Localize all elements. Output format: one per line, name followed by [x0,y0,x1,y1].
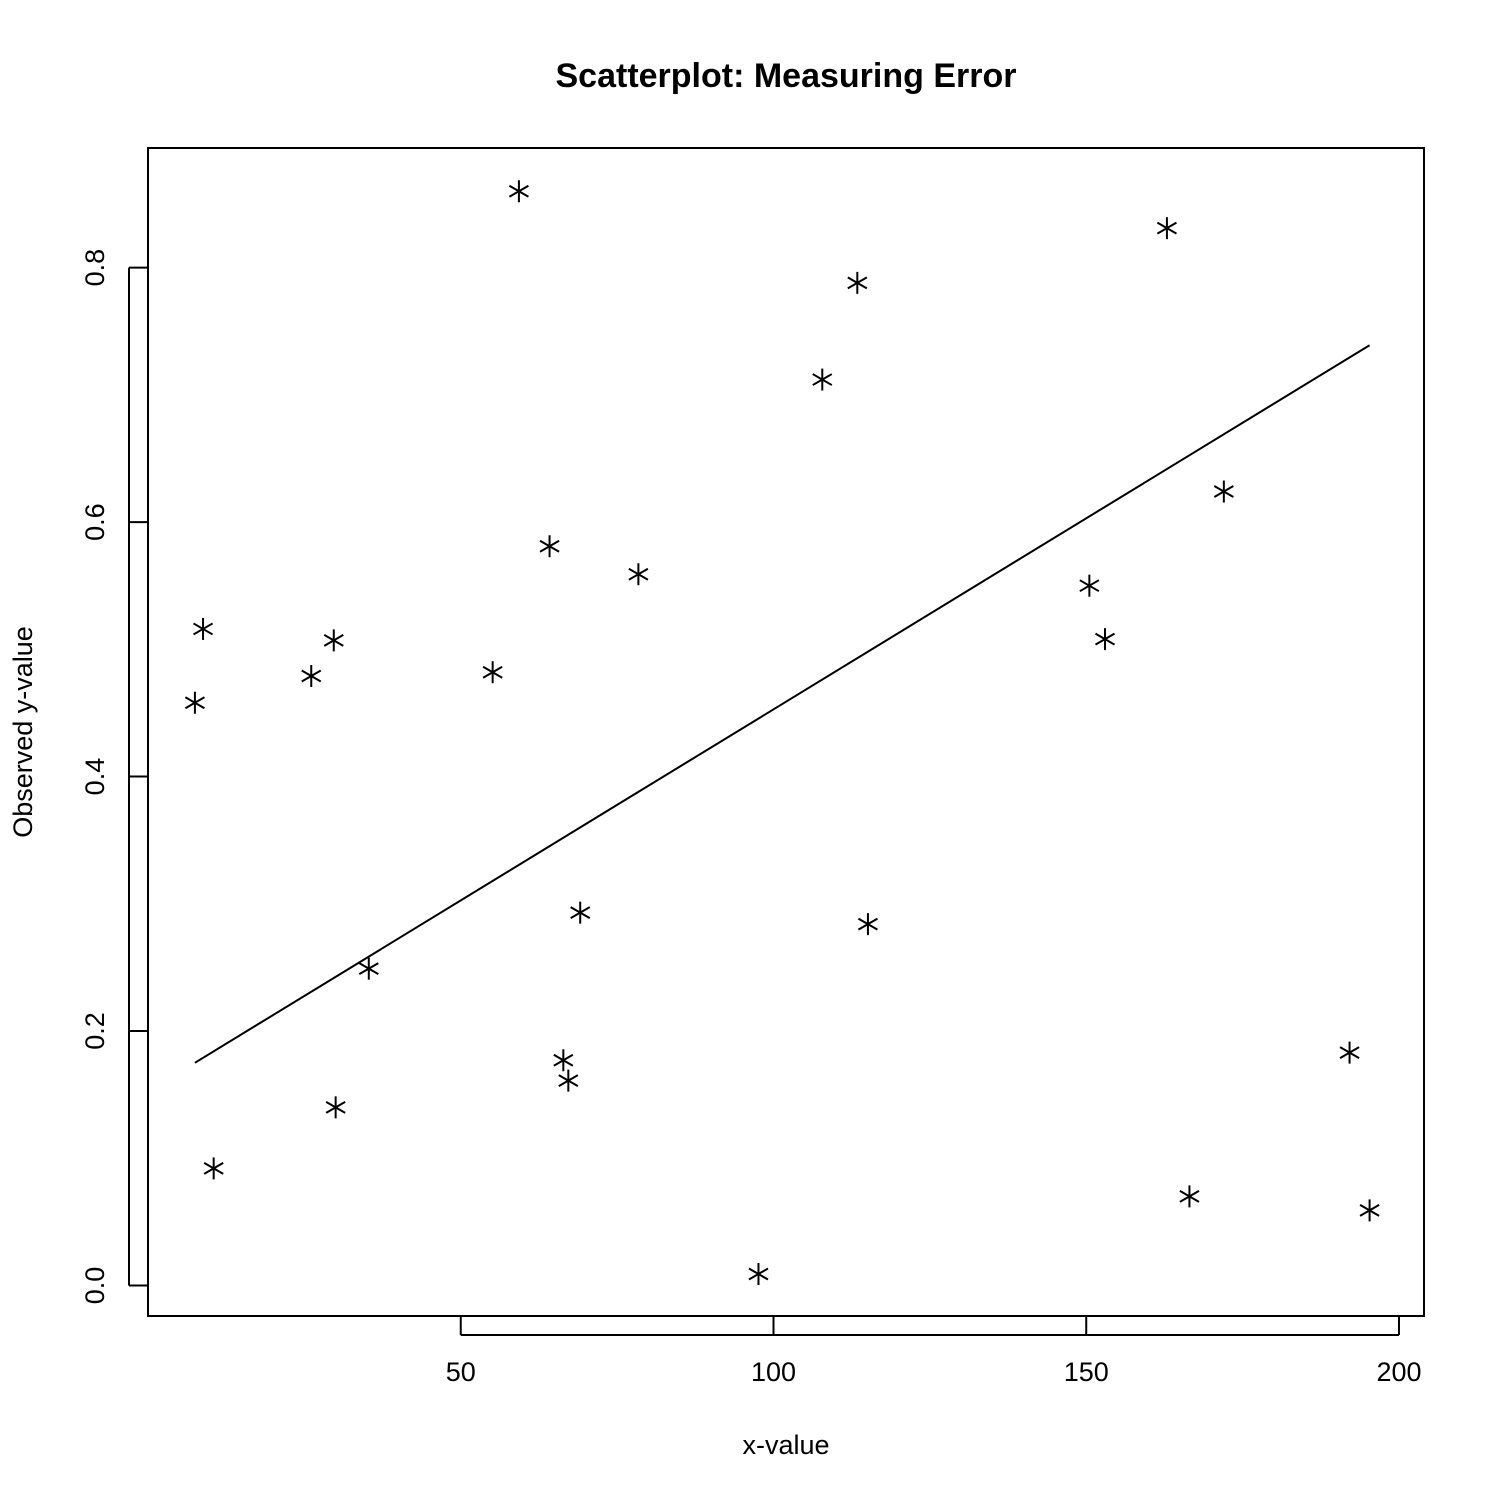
y-tick-label: 0.2 [80,1012,110,1050]
data-point [812,368,833,391]
fit-line [194,344,1371,1064]
data-point [301,665,322,688]
data-point [193,617,214,640]
data-point [748,1263,769,1286]
y-axis-title: Observed y-value [8,626,38,838]
data-point [857,913,878,936]
data-point [325,1096,346,1119]
data-point [628,563,649,586]
plot-area-frame [147,147,1425,1317]
x-axis-title: x-value [742,1430,829,1460]
y-axis: 0.0 0.2 0.4 0.6 0.8 [80,249,148,1304]
data-point [323,629,344,652]
points-layer [184,180,1380,1286]
y-tick-label: 0.6 [80,503,110,541]
data-point [1339,1041,1360,1064]
y-tick-label: 0.8 [80,249,110,287]
data-point [570,901,591,924]
fit-line-layer [194,344,1371,1064]
data-point [1094,628,1116,651]
data-point [558,1069,579,1092]
chart-title: Scatterplot: Measuring Error [556,57,1017,95]
data-point [203,1157,224,1180]
y-tick-label: 0.4 [80,758,110,796]
data-point [1156,217,1177,240]
data-point [847,271,868,294]
data-point [553,1049,574,1072]
data-point [508,180,529,203]
x-tick-label: 100 [751,1357,796,1387]
data-point [184,691,205,714]
data-point [482,661,503,684]
x-tick-label: 150 [1064,1357,1109,1387]
data-point [1213,480,1234,503]
x-tick-label: 50 [446,1357,476,1387]
data-point [1079,574,1100,597]
x-axis: 50 100 150 200 [446,1316,1422,1387]
y-tick-label: 0.0 [80,1267,110,1305]
data-point [1179,1185,1200,1208]
data-point [1359,1199,1380,1222]
data-point [539,535,560,558]
x-tick-label: 200 [1376,1357,1421,1387]
data-point [358,957,379,980]
